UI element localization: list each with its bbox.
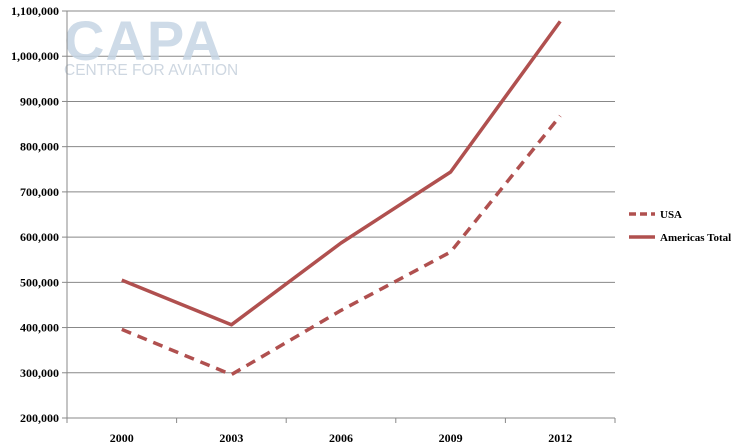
series [121, 20, 562, 377]
x-tick-label: 2006 [329, 431, 353, 445]
x-tick-label: 2012 [548, 431, 572, 445]
y-tick-label: 900,000 [20, 94, 59, 108]
axes [66, 11, 615, 419]
legend-label: Americas Total [660, 232, 731, 244]
y-tick-label: 500,000 [20, 275, 59, 289]
legend-label: USA [660, 209, 682, 221]
y-tick-label: 600,000 [20, 230, 59, 244]
y-tick-label: 700,000 [20, 185, 59, 199]
watermark-subtitle: CENTRE FOR AVIATION [64, 62, 238, 79]
y-tick-label: 1,000,000 [11, 49, 59, 63]
series-line-americas-total [121, 20, 562, 327]
capa-watermark: CAPA CENTRE FOR AVIATION [64, 9, 238, 79]
legend: USA Americas Total [629, 209, 731, 244]
y-tick-label: 300,000 [20, 366, 59, 380]
series-line-usa [121, 114, 562, 377]
gridlines [67, 10, 615, 374]
y-tick-label: 800,000 [20, 140, 59, 154]
y-tick-label: 200,000 [20, 411, 59, 425]
x-tick-label: 2000 [110, 431, 134, 445]
y-axis-ticks: 200,000 300,000 400,000 500,000 600,000 700,0… [11, 4, 67, 425]
x-tick-label: 2003 [219, 431, 243, 445]
y-tick-label: 400,000 [20, 321, 59, 335]
watermark-brand: CAPA [64, 9, 223, 72]
y-tick-label: 1,100,000 [11, 4, 59, 18]
x-axis-ticks: 2000 2003 2006 2009 2012 [66, 418, 616, 445]
x-tick-label: 2009 [439, 431, 463, 445]
